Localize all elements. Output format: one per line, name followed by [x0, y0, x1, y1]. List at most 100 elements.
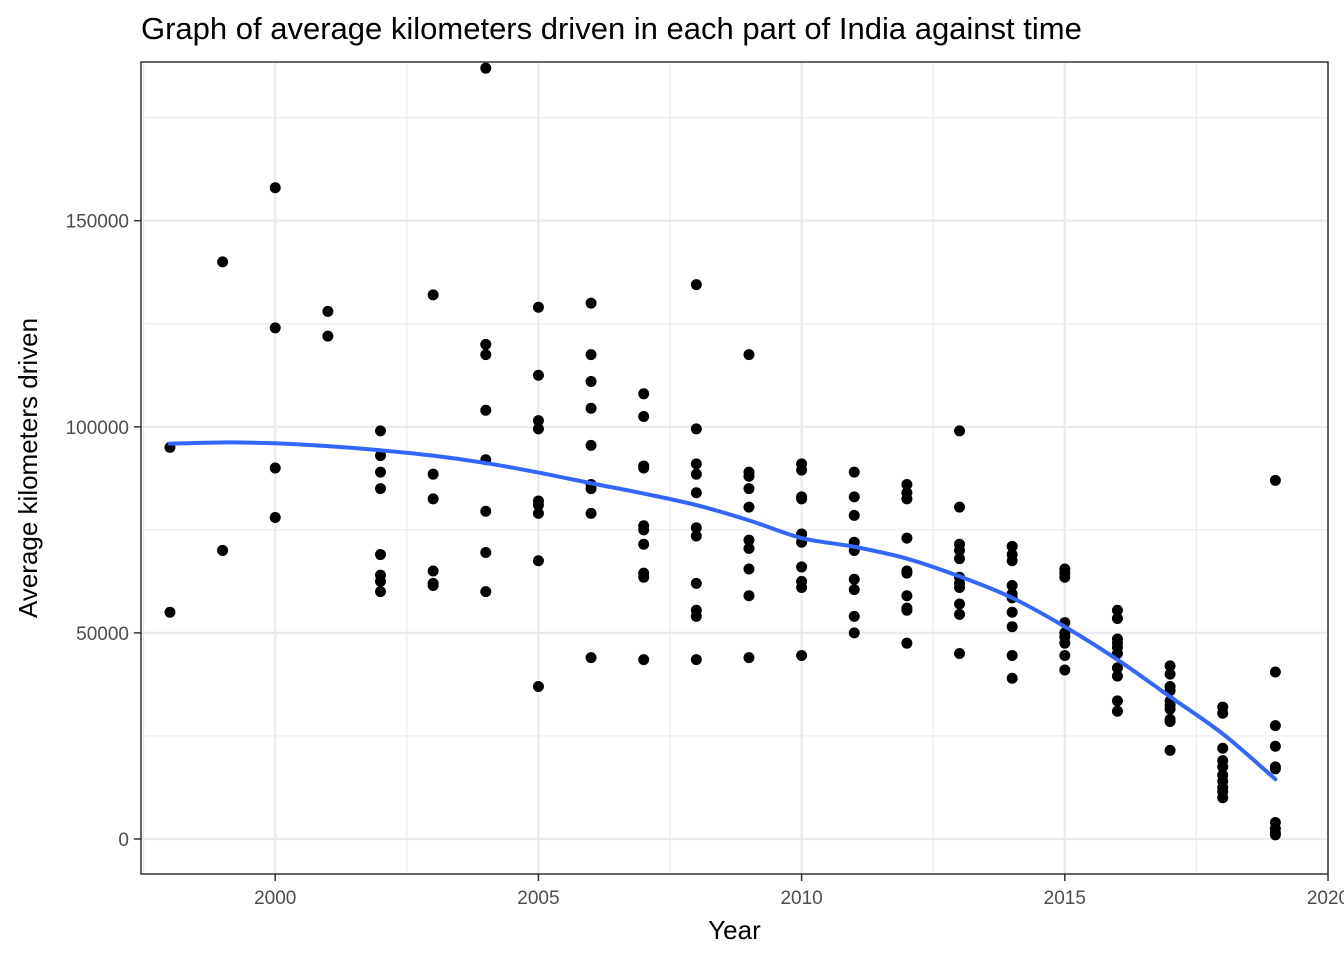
data-point	[375, 450, 387, 462]
data-point	[690, 577, 702, 589]
data-point	[1111, 604, 1123, 616]
data-point	[901, 493, 913, 505]
data-point	[690, 530, 702, 542]
data-point	[743, 349, 755, 361]
y-tick-label: 0	[118, 830, 129, 851]
data-point	[954, 598, 966, 610]
data-point	[638, 524, 650, 536]
data-point	[743, 534, 755, 546]
data-point	[690, 458, 702, 470]
chart-title: Graph of average kilometers driven in ea…	[141, 11, 1082, 46]
data-point	[1217, 792, 1229, 804]
data-point	[743, 470, 755, 482]
data-point	[796, 493, 808, 505]
data-point	[638, 571, 650, 583]
data-point	[427, 289, 439, 301]
data-point	[743, 483, 755, 495]
data-point	[480, 62, 492, 74]
data-point	[638, 654, 650, 666]
x-tick-label: 2020	[1307, 888, 1344, 909]
data-point	[585, 507, 597, 519]
data-point	[1111, 612, 1123, 624]
data-point	[1164, 668, 1176, 680]
data-point	[1269, 763, 1281, 775]
data-point	[427, 579, 439, 591]
data-point	[848, 466, 860, 478]
data-point	[322, 305, 334, 317]
data-point	[480, 404, 492, 416]
data-point	[269, 462, 281, 474]
data-point	[532, 369, 544, 381]
data-point	[532, 680, 544, 692]
grid-minor	[141, 62, 1328, 874]
data-point	[1006, 621, 1018, 633]
data-point	[164, 606, 176, 618]
data-point	[375, 586, 387, 598]
data-point	[638, 538, 650, 550]
data-point	[532, 555, 544, 567]
data-point	[1217, 707, 1229, 719]
data-point	[690, 654, 702, 666]
data-point	[1111, 662, 1123, 674]
data-point	[1006, 579, 1018, 591]
data-point	[743, 590, 755, 602]
data-point	[690, 487, 702, 499]
data-point	[1269, 666, 1281, 678]
data-point	[954, 647, 966, 659]
data-point	[1006, 650, 1018, 662]
y-tick-label: 100000	[66, 418, 129, 439]
data-point	[480, 349, 492, 361]
data-point	[1217, 742, 1229, 754]
data-point	[1269, 720, 1281, 732]
data-point	[954, 582, 966, 594]
smooth-trend-line	[167, 440, 1278, 782]
data-point	[480, 546, 492, 558]
data-point	[848, 610, 860, 622]
data-point	[1164, 715, 1176, 727]
data-point	[532, 499, 544, 511]
data-point	[1217, 761, 1229, 773]
data-point	[796, 464, 808, 476]
data-point	[1164, 703, 1176, 715]
data-point	[1006, 672, 1018, 684]
data-point	[217, 256, 229, 268]
y-tick-label: 50000	[76, 624, 129, 645]
data-point	[585, 483, 597, 495]
data-point	[427, 493, 439, 505]
data-point	[375, 425, 387, 437]
data-point	[1111, 670, 1123, 682]
data-point	[954, 553, 966, 565]
data-point	[1059, 650, 1071, 662]
data-point	[901, 567, 913, 579]
data-point	[796, 561, 808, 573]
data-point	[1164, 744, 1176, 756]
data-point	[690, 522, 702, 534]
data-point	[427, 468, 439, 480]
data-point	[269, 511, 281, 523]
x-tick-label: 2005	[517, 888, 559, 909]
data-point	[1006, 555, 1018, 567]
data-point	[532, 301, 544, 313]
x-axis-ticks: 2000 2005 2010 2015 2020	[254, 874, 1344, 909]
data-point	[269, 322, 281, 334]
data-point	[269, 182, 281, 194]
data-point	[1269, 740, 1281, 752]
data-point	[532, 507, 544, 519]
data-point	[638, 410, 650, 422]
data-point	[585, 297, 597, 309]
data-point	[743, 652, 755, 664]
data-point	[1059, 637, 1071, 649]
data-point	[690, 423, 702, 435]
data-point	[585, 349, 597, 361]
data-point	[532, 415, 544, 427]
x-tick-label: 2015	[1044, 888, 1086, 909]
data-point	[1006, 540, 1018, 552]
data-point	[901, 478, 913, 490]
data-point	[1269, 829, 1281, 841]
data-point	[480, 338, 492, 350]
data-point	[1111, 705, 1123, 717]
data-point	[1269, 474, 1281, 486]
data-point	[638, 388, 650, 400]
data-point	[848, 509, 860, 521]
